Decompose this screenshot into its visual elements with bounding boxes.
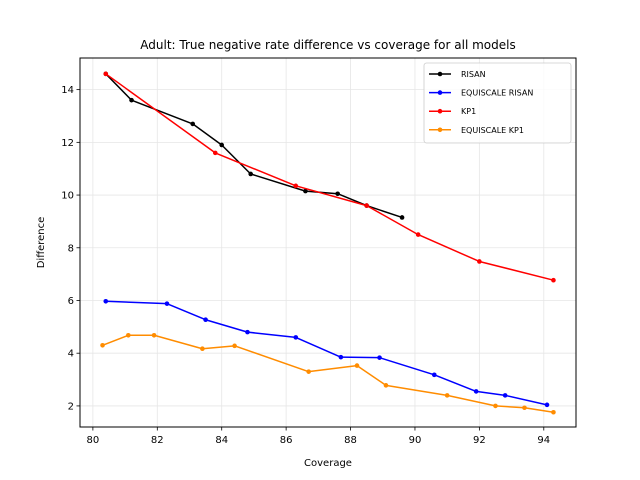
plot-area: [79, 57, 577, 428]
data-point: [303, 188, 308, 194]
legend-label: EQUISCALE KP1: [461, 126, 524, 135]
y-tick-label: 12: [61, 138, 74, 149]
legend-swatch-marker: [437, 127, 443, 133]
data-point: [248, 171, 254, 177]
data-point: [293, 335, 299, 340]
series-equiscale-kp1: [100, 332, 556, 415]
legend-item: RISAN: [429, 70, 486, 79]
chart-title: Adult: True negative rate difference vs …: [140, 38, 515, 52]
data-point: [383, 383, 389, 388]
series-kp1: [103, 71, 556, 283]
legend-item: EQUISCALE RISAN: [429, 89, 533, 98]
data-point: [493, 403, 498, 409]
data-point: [103, 298, 109, 304]
data-point: [212, 150, 218, 156]
y-tick-label: 6: [68, 296, 74, 307]
data-point: [203, 317, 208, 323]
legend-box: [423, 62, 572, 144]
data-point: [399, 215, 405, 220]
data-point: [129, 97, 134, 103]
x-tick-label: 82: [151, 435, 164, 446]
legend: RISAN EQUISCALE RISAN KP1 EQUISCALE KP1: [423, 62, 572, 144]
x-axis-label: Coverage: [304, 458, 352, 469]
data-point: [335, 191, 340, 197]
data-point: [522, 405, 527, 411]
data-point: [245, 329, 250, 335]
data-point: [219, 142, 225, 148]
legend-item: KP1: [429, 107, 476, 116]
legend-item: EQUISCALE KP1: [429, 126, 524, 135]
y-tick-label: 4: [68, 349, 74, 360]
x-tick-label: 88: [344, 435, 357, 446]
data-point: [306, 369, 311, 374]
data-point: [551, 277, 556, 283]
series-lines: [100, 71, 556, 415]
x-tick-label: 92: [473, 435, 486, 446]
data-point: [190, 121, 196, 127]
series-line: [105, 73, 403, 219]
x-tick-label: 80: [87, 435, 100, 446]
legend-label: EQUISCALE RISAN: [461, 89, 533, 98]
y-tick-label: 8: [68, 243, 74, 254]
data-point: [502, 393, 508, 398]
axes: 80 82 84 86 88 90 92 94 2 4 6 8 10 12 14: [61, 85, 550, 446]
series-line: [102, 334, 554, 413]
data-point: [477, 259, 482, 264]
data-point: [473, 389, 479, 394]
data-point: [544, 402, 550, 408]
y-tick-label: 2: [68, 401, 74, 412]
series-risan: [103, 71, 405, 220]
data-point: [232, 343, 237, 349]
x-tick-label: 84: [215, 435, 228, 446]
y-tick-label: 10: [61, 191, 74, 202]
data-point: [338, 354, 344, 360]
data-point: [444, 393, 450, 398]
data-point: [415, 232, 421, 237]
x-tick-label: 86: [280, 435, 293, 446]
legend-label: KP1: [461, 107, 476, 116]
data-point: [377, 355, 382, 360]
data-point: [364, 203, 369, 208]
data-point: [100, 342, 105, 348]
data-point: [293, 183, 299, 189]
y-tick-label: 14: [61, 85, 74, 96]
x-tick-label: 94: [537, 435, 550, 446]
data-point: [551, 409, 556, 415]
legend-swatch-marker: [437, 71, 443, 77]
data-point: [200, 346, 205, 352]
y-axis-label: Difference: [36, 217, 47, 269]
series-equiscale-risan: [103, 298, 550, 408]
data-point: [354, 363, 360, 368]
legend-swatch-marker: [437, 90, 443, 95]
legend-label: RISAN: [461, 70, 486, 79]
data-point: [103, 71, 109, 77]
data-point: [151, 332, 157, 338]
x-tick-label: 90: [409, 435, 422, 446]
legend-swatch-marker: [437, 108, 443, 114]
data-point: [431, 372, 437, 378]
data-point: [164, 301, 170, 306]
data-point: [126, 332, 131, 338]
